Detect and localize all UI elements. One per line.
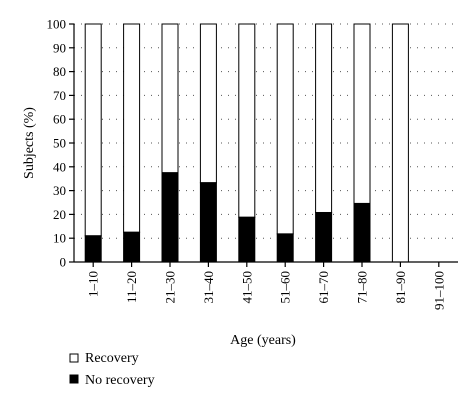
bar-no-recovery — [238, 216, 256, 263]
x-tick-label: 51–60 — [278, 271, 293, 304]
x-tick-label: 81–90 — [393, 271, 408, 304]
y-tick-label: 0 — [60, 255, 67, 270]
y-tick-label: 80 — [53, 64, 66, 79]
x-tick-label: 31–40 — [201, 271, 216, 304]
legend-swatch-no-recovery — [69, 374, 79, 384]
y-tick-label: 70 — [53, 88, 66, 103]
x-axis-title: Age (years) — [230, 333, 296, 348]
bar-no-recovery — [84, 235, 102, 263]
x-tick-labels: 1–10 11–20 21–30 31–40 41–50 51–60 61–70 71–80 8… — [86, 262, 446, 310]
legend-label-recovery: Recovery — [85, 351, 139, 366]
y-tick-label: 20 — [53, 207, 66, 222]
bar-no-recovery — [315, 211, 333, 263]
bar-no-recovery — [123, 231, 141, 263]
bar-no-recovery — [199, 182, 217, 263]
y-tick-label: 50 — [53, 136, 66, 151]
bar-recovery — [238, 23, 256, 218]
x-tick-label: 41–50 — [239, 271, 254, 304]
legend: Recovery No recovery — [69, 351, 155, 388]
bar-recovery — [199, 23, 217, 184]
bar-recovery — [161, 23, 179, 174]
x-tick-label: 1–10 — [86, 271, 101, 297]
x-tick-label: 71–80 — [355, 271, 370, 304]
bar-recovery — [84, 23, 102, 237]
x-tick-label: 91–100 — [431, 271, 446, 310]
x-tick-label: 61–70 — [316, 271, 331, 304]
bar-recovery — [276, 23, 294, 235]
bars — [84, 23, 409, 263]
y-axis-title: Subjects (%) — [22, 107, 37, 179]
y-tick-label: 10 — [53, 231, 66, 246]
x-tick-label: 11–20 — [124, 271, 139, 303]
y-tick-labels: 0 10 20 30 40 50 60 70 80 90 100 — [47, 17, 74, 270]
bar-no-recovery — [353, 202, 371, 263]
y-tick-label: 30 — [53, 183, 66, 198]
y-tick-label: 60 — [53, 112, 66, 127]
bar-recovery — [123, 23, 141, 233]
x-tick-label: 21–30 — [163, 271, 178, 304]
bar-recovery — [391, 23, 409, 263]
y-tick-label: 90 — [53, 40, 66, 55]
bar-recovery — [353, 23, 371, 204]
legend-label-no-recovery: No recovery — [85, 373, 155, 388]
y-tick-label: 40 — [53, 159, 66, 174]
bar-recovery — [315, 23, 333, 213]
bar-no-recovery — [276, 233, 294, 263]
bar-no-recovery — [161, 172, 179, 263]
legend-swatch-recovery — [69, 353, 79, 363]
y-tick-label: 100 — [47, 17, 67, 32]
